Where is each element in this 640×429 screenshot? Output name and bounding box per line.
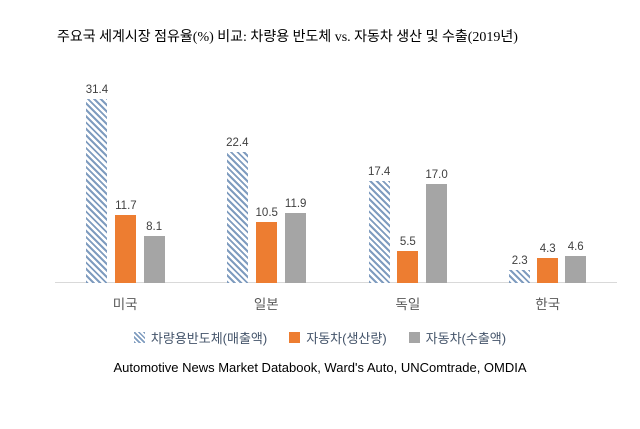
- bar: [509, 270, 531, 283]
- legend-marker: [289, 332, 301, 343]
- bar-group: 31.4 11.7 8.1 미국: [86, 68, 165, 315]
- bar-cluster: 17.4 5.5 17.0: [368, 68, 448, 283]
- bar-value-label: 4.6: [567, 241, 584, 253]
- bar-value-label: 17.4: [367, 166, 391, 178]
- bar-column: 31.4: [86, 68, 108, 283]
- legend-marker: [408, 332, 420, 343]
- category-label: 한국: [535, 297, 561, 312]
- legend-marker: [133, 332, 145, 343]
- plot-area: 31.4 11.7 8.1 미국 22.4 10.5 11.9 일본 17.4 5.5 17.0 독일…: [55, 68, 617, 315]
- category-label: 독일: [395, 297, 421, 312]
- legend-label: 차량용반도체(매출액): [150, 331, 268, 346]
- bar: [565, 256, 587, 283]
- legend-label: 자동차(수출액): [425, 331, 507, 346]
- bar: [143, 236, 165, 283]
- bar: [256, 222, 278, 283]
- bar-column: 10.5: [256, 68, 278, 283]
- bar-value-label: 4.3: [539, 243, 556, 255]
- bar-cluster: 2.3 4.3 4.6: [509, 68, 587, 283]
- category-label: 일본: [253, 297, 279, 312]
- bar-group: 2.3 4.3 4.6 한국: [509, 68, 587, 315]
- bar-column: 5.5: [397, 68, 419, 283]
- x-axis-line: [55, 282, 617, 283]
- bar-cluster: 31.4 11.7 8.1: [86, 68, 165, 283]
- legend-label: 자동차(생산량): [306, 331, 387, 346]
- bar: [226, 152, 248, 283]
- bar-groups: 31.4 11.7 8.1 미국 22.4 10.5 11.9 일본 17.4 5.5 17.0 독일…: [55, 68, 617, 315]
- bar-value-label: 2.3: [511, 255, 528, 267]
- legend-item: 차량용반도체(매출액): [133, 328, 268, 347]
- bar-value-label: 17.0: [425, 169, 448, 181]
- bar: [115, 215, 137, 283]
- bar-value-label: 8.1: [146, 221, 163, 233]
- bar-column: 17.4: [368, 68, 390, 283]
- bar-group: 22.4 10.5 11.9 일본: [226, 68, 306, 315]
- bar-column: 8.1: [143, 68, 165, 283]
- category-label: 미국: [112, 297, 138, 312]
- bar-group: 17.4 5.5 17.0 독일: [368, 68, 448, 315]
- bar-value-label: 11.7: [115, 200, 137, 212]
- bar-column: 2.3: [509, 68, 531, 283]
- legend: 차량용반도체(매출액) 자동차(생산량) 자동차(수출액): [0, 328, 640, 347]
- legend-item: 자동차(수출액): [408, 328, 507, 347]
- bar-column: 22.4: [226, 68, 249, 283]
- bar-column: 11.9: [284, 68, 307, 283]
- bar-cluster: 22.4 10.5 11.9: [226, 68, 306, 283]
- bar: [426, 184, 448, 283]
- bar: [397, 251, 419, 283]
- source-citation: Automotive News Market Databook, Ward's …: [113, 360, 527, 375]
- bar-column: 4.3: [537, 68, 559, 283]
- bar-column: 4.6: [565, 68, 587, 283]
- bar-column: 11.7: [115, 68, 137, 283]
- bar: [368, 181, 390, 283]
- bar-value-label: 31.4: [85, 84, 109, 96]
- bar: [86, 99, 108, 283]
- bar-value-label: 11.9: [284, 198, 307, 210]
- bar-column: 17.0: [425, 68, 448, 283]
- bar-value-label: 5.5: [399, 236, 416, 248]
- bar: [285, 213, 307, 283]
- legend-item: 자동차(생산량): [289, 328, 387, 347]
- bar: [537, 258, 559, 283]
- chart-title: 주요국 세계시장 점유율(%) 비교: 차량용 반도체 vs. 자동차 생산 및…: [57, 30, 518, 45]
- bar-value-label: 22.4: [226, 137, 249, 149]
- bar-value-label: 10.5: [255, 207, 278, 219]
